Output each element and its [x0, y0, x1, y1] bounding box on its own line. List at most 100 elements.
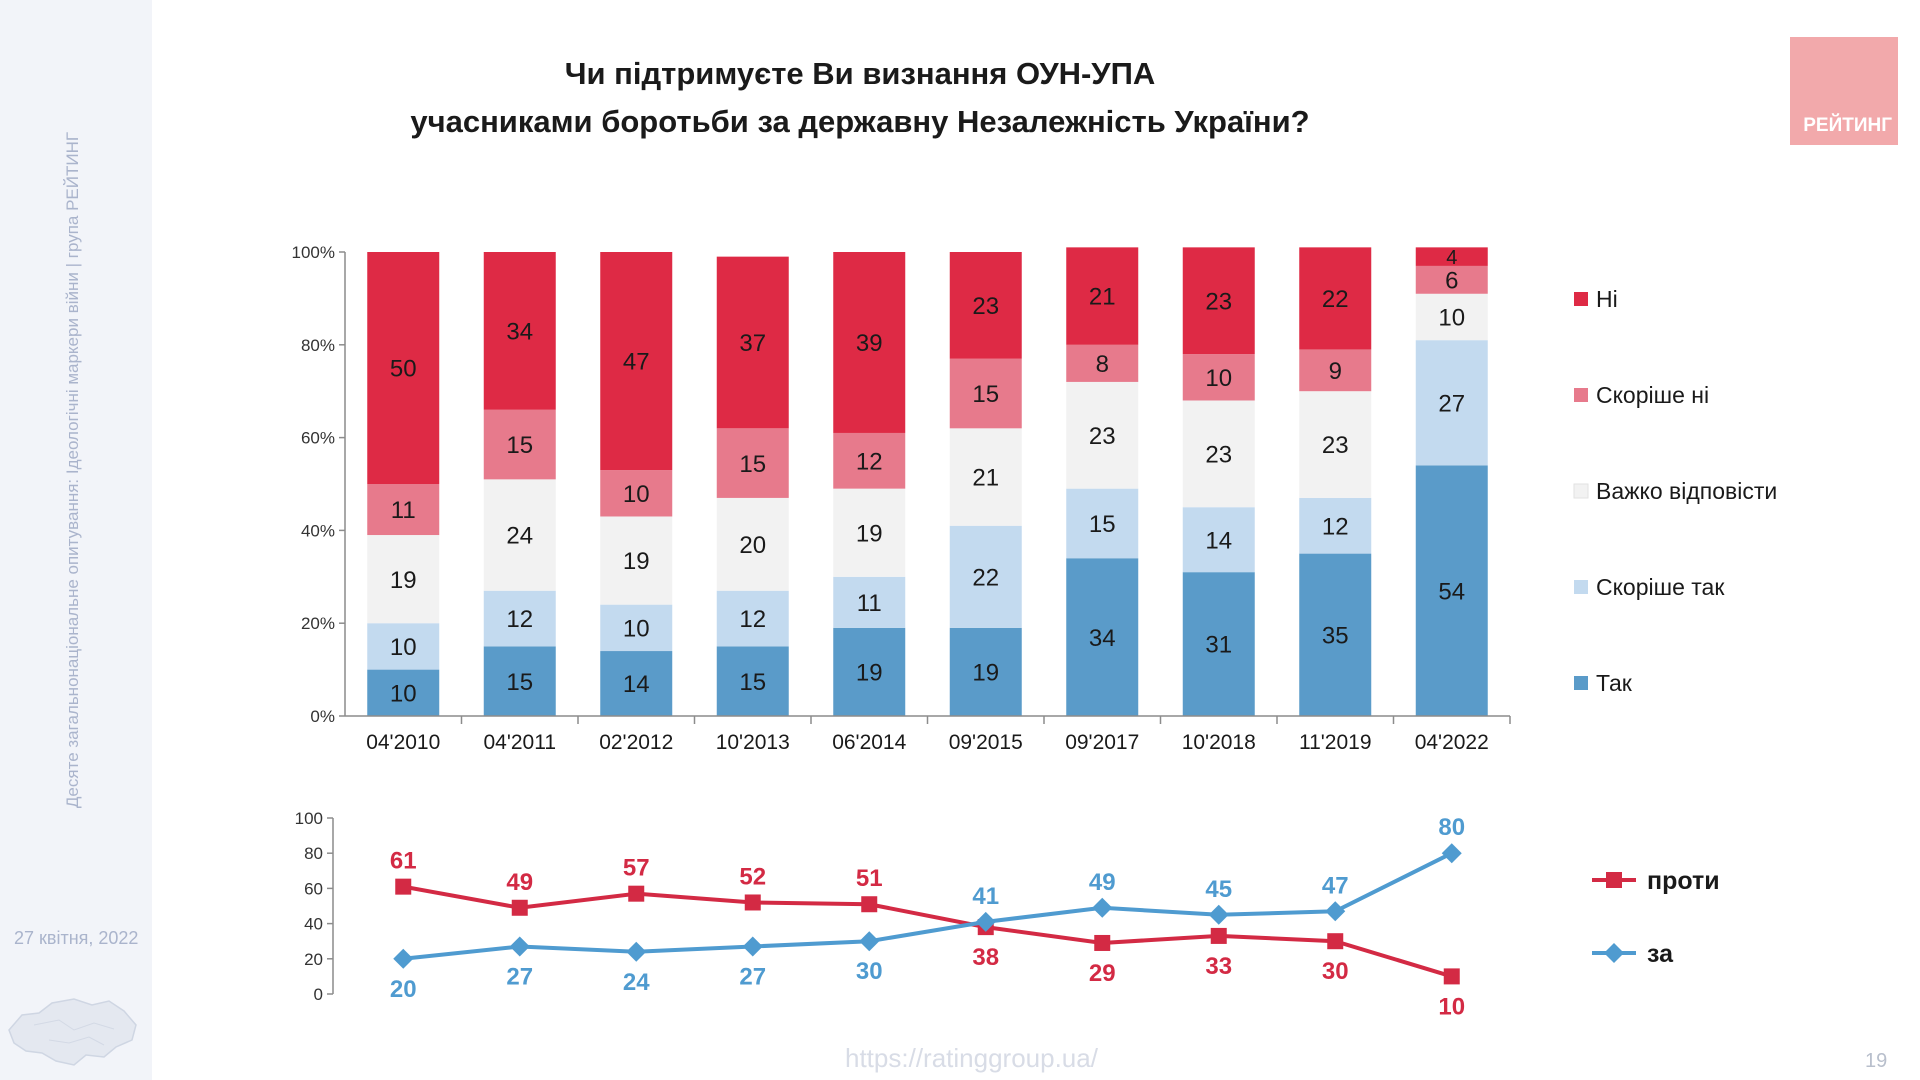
bar-segment	[1066, 381, 1139, 489]
bar-value-label: 23	[1322, 432, 1349, 459]
line-marker	[628, 885, 645, 902]
line-marker	[1443, 968, 1460, 985]
bar-segment	[833, 432, 906, 489]
bar-segment	[1066, 344, 1139, 382]
bar-segment	[1299, 247, 1372, 350]
bar-legend-label: Так	[1596, 670, 1633, 696]
bar-segment	[833, 576, 906, 628]
bar-value-label: 15	[506, 669, 533, 696]
line-value-label: 57	[623, 855, 650, 882]
bar-x-tick-label: 02'2012	[599, 731, 673, 754]
bar-segment	[600, 604, 673, 652]
bar-value-label: 15	[739, 451, 766, 478]
bar-value-label: 14	[623, 671, 650, 698]
title-line-2: учасниками боротьби за державну Незалежн…	[410, 104, 1310, 139]
bar-value-label: 34	[506, 319, 533, 346]
bar-value-label: 20	[739, 532, 766, 559]
line-legend-marker	[1606, 872, 1622, 888]
bar-value-label: 39	[856, 330, 883, 357]
bar-value-label: 9	[1329, 358, 1342, 385]
line-marker	[1210, 927, 1227, 944]
line-value-label: 38	[972, 944, 999, 971]
line-marker	[975, 911, 996, 932]
bar-segment	[367, 535, 440, 624]
bar-segment	[1299, 391, 1372, 498]
chart-title: Чи підтримуєте Ви визнання ОУН-УПА учасн…	[300, 50, 1420, 146]
line-marker	[511, 899, 528, 916]
bar-x-tick-label: 10'2018	[1182, 731, 1256, 754]
rating-logo: РЕЙТИНГ	[1790, 37, 1898, 145]
bar-value-label: 19	[972, 660, 999, 687]
bar-value-label: 4	[1446, 247, 1457, 269]
bar-value-label: 12	[1322, 513, 1349, 540]
line-marker	[744, 894, 761, 911]
line-chart: 0 20 40 60 80 100 61 49 57 52 51 38 29 33 30 10 20 27 24 2…	[295, 809, 1720, 1020]
bar-segment	[1415, 293, 1488, 341]
bar-segment	[716, 428, 789, 498]
bar-segment	[833, 488, 906, 577]
line-value-label: 10	[1438, 993, 1465, 1020]
bar-segment	[367, 623, 440, 670]
bar-segment	[1066, 558, 1139, 716]
bar-segment	[1415, 465, 1488, 716]
bar-segment	[833, 627, 906, 716]
report-date: 27 квітня, 2022	[14, 928, 139, 948]
bar-x-tick-label: 10'2013	[716, 731, 790, 754]
bar-segment	[1182, 507, 1255, 573]
ukraine-map-icon	[8, 998, 137, 1066]
bar-segment	[483, 479, 556, 591]
bar-segment	[600, 516, 673, 605]
bar-value-label: 22	[1322, 286, 1349, 313]
bar-segment	[716, 646, 789, 716]
bar-legend-swatch	[1574, 388, 1588, 402]
title-line-1: Чи підтримуєте Ви визнання ОУН-УПА	[564, 56, 1156, 91]
bar-value-label: 10	[390, 634, 417, 661]
bar-segment	[949, 252, 1022, 359]
bar-segment	[1415, 340, 1488, 466]
bar-legend-label: Скоріше так	[1596, 574, 1725, 600]
bar-segment	[1182, 400, 1255, 508]
bar-y-tick-label: 80%	[301, 336, 335, 355]
line-y-tick-label: 100	[295, 809, 323, 828]
bar-value-label: 15	[739, 669, 766, 696]
sidebar: Десяте загальнонаціональне опитування: І…	[0, 0, 152, 1080]
line-value-label: 61	[390, 848, 417, 875]
line-marker	[1327, 933, 1344, 950]
bar-segment	[367, 484, 440, 536]
bar-value-label: 21	[972, 465, 999, 492]
line-value-label: 52	[739, 863, 766, 890]
bar-segment	[1066, 247, 1139, 345]
line-value-label: 24	[623, 969, 650, 996]
bar-value-label: 37	[739, 330, 766, 357]
bar-value-label: 47	[623, 349, 650, 376]
line-marker	[393, 948, 414, 969]
line-value-label: 29	[1089, 960, 1116, 987]
bar-segment	[716, 590, 789, 647]
bar-legend-label: Ні	[1596, 286, 1618, 312]
line-marker	[509, 936, 530, 957]
bar-value-label: 14	[1205, 527, 1232, 554]
bar-segment	[949, 525, 1022, 628]
line-value-label: 49	[506, 869, 533, 896]
line-value-label: 30	[1322, 958, 1349, 985]
bar-segment	[1066, 488, 1139, 559]
line-value-label: 45	[1205, 876, 1232, 903]
line-series-path	[403, 851, 1453, 961]
footer-url[interactable]: https://ratinggroup.ua/	[845, 1043, 1098, 1073]
line-legend-marker	[1604, 943, 1624, 963]
line-value-label: 20	[390, 976, 417, 1003]
bar-x-tick-label: 06'2014	[832, 731, 906, 754]
bar-value-label: 23	[1205, 288, 1232, 315]
bar-value-label: 24	[506, 523, 533, 550]
bar-value-label: 23	[972, 293, 999, 320]
bar-segment	[483, 646, 556, 716]
bar-value-label: 19	[623, 548, 650, 575]
bar-legend-label: Важко відповісти	[1596, 478, 1777, 504]
bar-value-label: 12	[739, 606, 766, 633]
line-value-label: 27	[739, 963, 766, 990]
line-marker	[1094, 934, 1111, 951]
bar-value-label: 10	[1205, 365, 1232, 392]
line-value-label: 80	[1438, 814, 1465, 841]
bar-value-label: 8	[1096, 351, 1109, 378]
